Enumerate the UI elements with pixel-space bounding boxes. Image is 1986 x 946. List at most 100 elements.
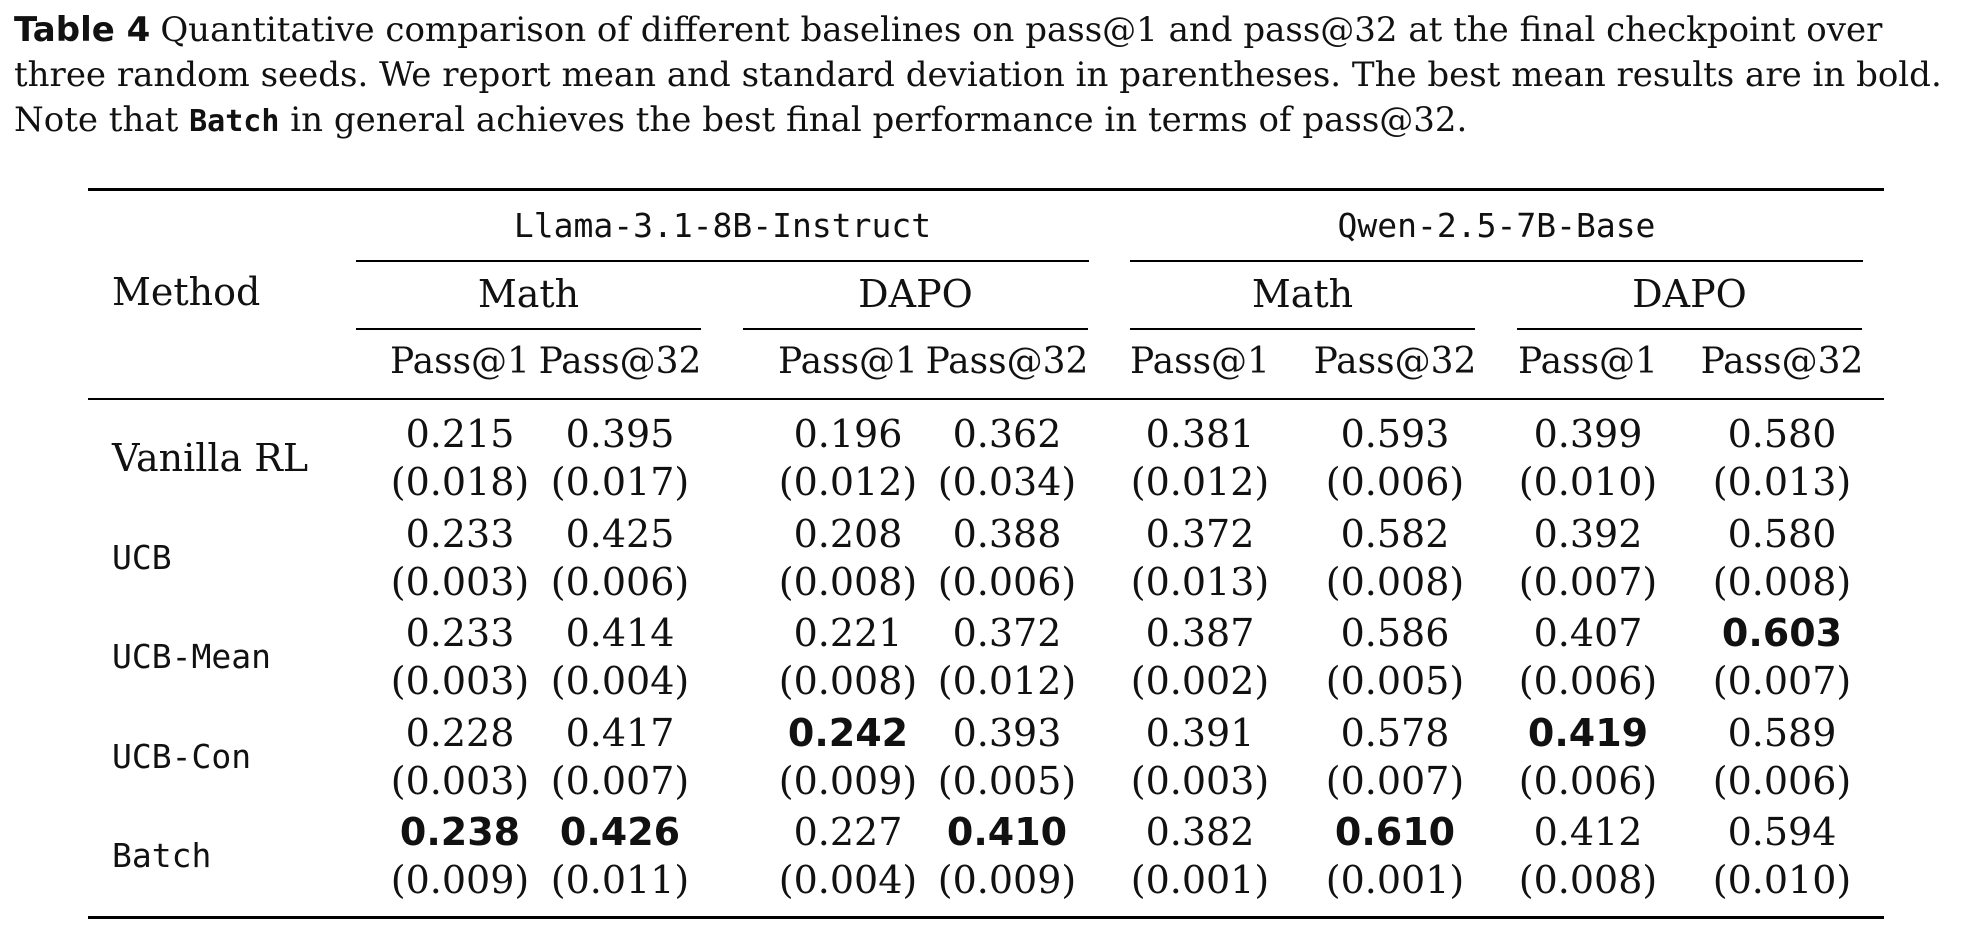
std-value: (0.012): [778, 460, 918, 504]
mean-value: 0.395: [565, 412, 675, 456]
mean-value: 0.208: [793, 511, 903, 556]
mean-value: 0.407: [1533, 611, 1643, 655]
mean-value: 0.586: [1340, 611, 1450, 655]
table-caption: Table 4 Quantitative comparison of differ…: [14, 8, 1974, 144]
mean-value: 0.412: [1533, 810, 1643, 854]
mean-value: 0.221: [793, 611, 903, 655]
column-header-pass-at-32-4: Pass@32: [925, 341, 1089, 382]
std-value: (0.007): [550, 758, 690, 803]
mean-value: 0.589: [1727, 710, 1837, 755]
bottom-rule: [88, 916, 1884, 919]
method-name: Vanilla RL: [112, 436, 309, 480]
std-value: (0.008): [1325, 559, 1465, 604]
std-value: (0.006): [1518, 659, 1658, 703]
dataset-header-math-qwen: Math: [1251, 272, 1354, 316]
mean-value: 0.578: [1340, 710, 1450, 755]
std-value: (0.005): [1325, 659, 1465, 703]
column-header-pass-at-1-1: Pass@1: [390, 341, 530, 382]
std-value: (0.003): [390, 559, 530, 604]
std-value: (0.001): [1325, 858, 1465, 902]
mean-value: 0.228: [405, 710, 515, 755]
mean-value: 0.196: [793, 412, 903, 456]
mean-value: 0.594: [1727, 810, 1837, 854]
std-value: (0.010): [1518, 460, 1658, 504]
best-mean-value: 0.410: [946, 810, 1068, 854]
dataset-header-math-llama: Math: [477, 272, 580, 316]
caption-text-part1: Quantitative comparison of different bas…: [14, 10, 1942, 140]
mean-value: 0.414: [565, 611, 675, 655]
mean-value: 0.580: [1727, 511, 1837, 556]
mean-value: 0.381: [1145, 412, 1255, 456]
std-value: (0.013): [1712, 460, 1852, 504]
std-value: (0.009): [937, 858, 1077, 902]
mean-value: 0.372: [952, 611, 1062, 655]
std-value: (0.006): [1518, 758, 1658, 803]
mean-value: 0.362: [952, 412, 1062, 456]
mean-value: 0.392: [1533, 511, 1643, 556]
std-value: (0.008): [778, 559, 918, 604]
std-value: (0.006): [1325, 460, 1465, 504]
std-value: (0.004): [550, 659, 690, 703]
best-mean-value: 0.426: [559, 810, 681, 854]
std-value: (0.007): [1712, 659, 1852, 703]
column-header-pass-at-32-2: Pass@32: [538, 341, 702, 382]
std-value: (0.008): [1712, 559, 1852, 604]
top-rule: [88, 188, 1884, 191]
mean-value: 0.399: [1533, 412, 1643, 456]
std-value: (0.001): [1130, 858, 1270, 902]
std-value: (0.018): [390, 460, 530, 504]
mean-value: 0.372: [1145, 511, 1255, 556]
dataset-rule-3: [1130, 328, 1475, 330]
std-value: (0.006): [937, 559, 1077, 604]
std-value: (0.007): [1518, 559, 1658, 604]
best-mean-value: 0.242: [787, 710, 909, 755]
std-value: (0.013): [1130, 559, 1270, 604]
std-value: (0.008): [1518, 858, 1658, 902]
mean-value: 0.391: [1145, 710, 1255, 755]
column-header-pass-at-1-7: Pass@1: [1518, 341, 1658, 382]
std-value: (0.017): [550, 460, 690, 504]
mean-value: 0.388: [952, 511, 1062, 556]
std-value: (0.003): [390, 659, 530, 703]
std-value: (0.002): [1130, 659, 1270, 703]
mean-value: 0.393: [952, 710, 1062, 755]
best-mean-value: 0.419: [1527, 710, 1649, 755]
best-mean-value: 0.603: [1721, 611, 1843, 655]
std-value: (0.009): [390, 858, 530, 902]
dataset-rule-4: [1517, 328, 1862, 330]
model-rule-llama: [356, 260, 1089, 262]
std-value: (0.012): [937, 659, 1077, 703]
method-name: UCB-Mean: [112, 637, 271, 676]
std-value: (0.005): [937, 758, 1077, 803]
std-value: (0.007): [1325, 758, 1465, 803]
mean-value: 0.582: [1340, 511, 1450, 556]
std-value: (0.004): [778, 858, 918, 902]
method-name: UCB: [112, 537, 172, 577]
std-value: (0.034): [937, 460, 1077, 504]
std-value: (0.006): [550, 559, 690, 604]
best-mean-value: 0.610: [1334, 810, 1456, 854]
model-header-qwen: Qwen-2.5-7B-Base: [1337, 206, 1656, 245]
model-header-llama: Llama-3.1-8B-Instruct: [513, 206, 932, 245]
mean-value: 0.417: [565, 710, 675, 755]
mean-value: 0.387: [1145, 611, 1255, 655]
mean-value: 0.227: [793, 810, 903, 854]
method-name: UCB-Con: [112, 736, 252, 776]
mean-value: 0.215: [405, 412, 515, 456]
column-header-pass-at-32-6: Pass@32: [1313, 341, 1477, 382]
std-value: (0.011): [550, 858, 690, 902]
dataset-header-dapo-llama: DAPO: [858, 272, 973, 316]
mean-value: 0.382: [1145, 810, 1255, 854]
caption-text-part2: in general achieves the best final perfo…: [279, 100, 1468, 140]
best-mean-value: 0.238: [399, 810, 521, 854]
std-value: (0.009): [778, 758, 918, 803]
std-value: (0.010): [1712, 858, 1852, 902]
table-label: Table 4: [14, 10, 151, 50]
method-header: Method: [112, 270, 261, 314]
mean-value: 0.580: [1727, 412, 1837, 456]
std-value: (0.006): [1712, 758, 1852, 803]
model-rule-qwen: [1130, 260, 1863, 262]
dataset-header-dapo-qwen: DAPO: [1632, 272, 1747, 316]
std-value: (0.003): [1130, 758, 1270, 803]
mean-value: 0.593: [1340, 412, 1450, 456]
